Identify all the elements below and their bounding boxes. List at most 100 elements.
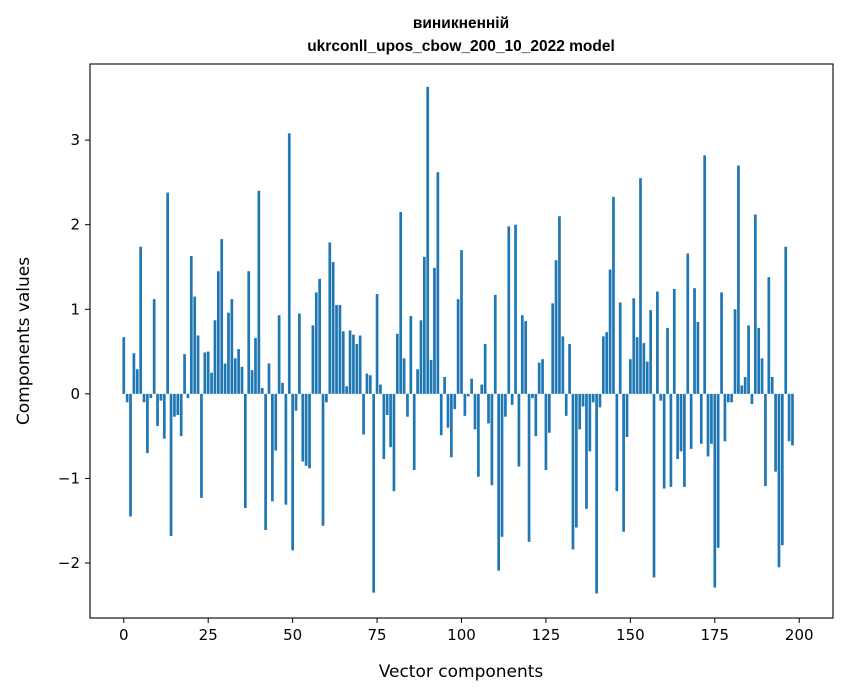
- bar-component-10: [156, 393, 159, 427]
- bar-component-125: [544, 393, 548, 470]
- bar-component-152: [635, 337, 639, 394]
- bar-series: [122, 86, 794, 594]
- bar-component-142: [601, 336, 605, 394]
- bar-component-162: [669, 393, 673, 487]
- bar-component-122: [534, 393, 538, 437]
- bar-component-137: [585, 393, 588, 509]
- bar-component-103: [470, 378, 473, 394]
- bar-component-49: [287, 133, 291, 394]
- bar-component-73: [368, 375, 372, 394]
- bar-component-127: [551, 303, 555, 394]
- bar-component-62: [331, 261, 335, 394]
- bar-component-88: [419, 320, 423, 394]
- bar-component-153: [639, 178, 642, 394]
- bar-component-8: [149, 393, 153, 399]
- bar-component-87: [416, 369, 419, 394]
- bar-component-12: [162, 393, 166, 439]
- bar-component-105: [477, 393, 480, 477]
- bar-component-19: [186, 393, 190, 399]
- bar-component-118: [520, 315, 524, 394]
- bar-component-175: [713, 393, 717, 588]
- bar-component-135: [578, 393, 582, 430]
- y-tick-label: 3: [70, 131, 80, 149]
- bar-component-185: [747, 325, 750, 394]
- bar-component-190: [764, 393, 767, 487]
- bar-component-46: [277, 315, 281, 394]
- bar-component-196: [784, 246, 788, 394]
- bar-component-3: [132, 353, 136, 394]
- bar-component-59: [321, 393, 325, 526]
- bar-component-43: [267, 363, 271, 394]
- bar-component-169: [693, 288, 696, 394]
- chart-title-line1: виникненній: [413, 15, 509, 32]
- bar-component-31: [227, 312, 230, 394]
- bar-component-130: [561, 336, 565, 394]
- bar-component-198: [791, 393, 794, 446]
- chart-title-line2: ukrconll_upos_cbow_200_10_2022 model: [307, 38, 615, 55]
- bar-component-0: [122, 337, 126, 394]
- bar-component-174: [710, 393, 713, 444]
- bar-component-163: [672, 288, 676, 394]
- bar-component-116: [514, 224, 517, 394]
- bar-component-36: [244, 393, 247, 509]
- bar-component-117: [517, 393, 521, 467]
- bar-component-109: [490, 393, 494, 486]
- bar-component-42: [264, 393, 267, 531]
- bar-component-100: [460, 250, 463, 394]
- bar-component-110: [493, 294, 497, 394]
- bar-component-2: [129, 393, 132, 517]
- x-tick-label: 75: [368, 626, 387, 644]
- bar-component-165: [679, 393, 683, 452]
- bar-component-84: [406, 393, 409, 417]
- y-axis-ticks: −2 −1 0 1 2 3: [58, 131, 90, 572]
- bar-component-170: [696, 321, 700, 394]
- bar-component-29: [220, 239, 224, 394]
- bar-component-82: [399, 212, 403, 394]
- bar-component-168: [689, 393, 693, 449]
- bar-component-115: [510, 393, 514, 405]
- bar-component-193: [774, 393, 777, 472]
- bar-component-157: [652, 393, 656, 578]
- bar-component-65: [341, 331, 345, 394]
- bar-component-179: [726, 393, 730, 403]
- bar-component-102: [466, 393, 470, 397]
- bar-component-44: [271, 393, 274, 502]
- bar-component-76: [379, 384, 382, 394]
- bar-component-191: [767, 277, 771, 394]
- bar-component-111: [497, 393, 501, 571]
- x-tick-label: 50: [283, 626, 302, 644]
- bar-component-25: [206, 351, 210, 394]
- bar-component-90: [426, 86, 430, 394]
- bar-component-183: [740, 385, 744, 394]
- bar-component-92: [433, 267, 436, 394]
- bar-component-123: [537, 362, 541, 394]
- bar-component-40: [257, 190, 261, 394]
- bar-component-23: [200, 393, 203, 498]
- bar-component-132: [568, 343, 571, 394]
- x-axis-title: Vector components: [379, 662, 544, 682]
- bar-component-75: [375, 294, 379, 394]
- bar-component-120: [527, 393, 531, 542]
- bar-component-141: [598, 393, 602, 408]
- bar-component-129: [558, 216, 561, 394]
- bar-component-69: [355, 343, 359, 394]
- bar-component-63: [335, 305, 338, 394]
- bar-component-194: [777, 393, 781, 568]
- bar-component-30: [223, 363, 227, 394]
- bar-component-181: [733, 309, 737, 394]
- bar-component-180: [730, 393, 734, 403]
- bar-component-15: [173, 393, 176, 417]
- bar-component-167: [686, 253, 690, 394]
- bar-component-182: [737, 165, 740, 394]
- bar-component-155: [645, 361, 649, 394]
- bar-component-161: [666, 327, 669, 394]
- bar-component-93: [436, 172, 440, 394]
- bar-component-186: [750, 393, 754, 405]
- bar-component-67: [348, 330, 352, 394]
- bar-component-83: [402, 358, 406, 394]
- bar-component-134: [574, 393, 578, 528]
- bar-component-184: [743, 376, 747, 394]
- bar-component-57: [314, 292, 318, 394]
- bar-component-21: [193, 296, 197, 394]
